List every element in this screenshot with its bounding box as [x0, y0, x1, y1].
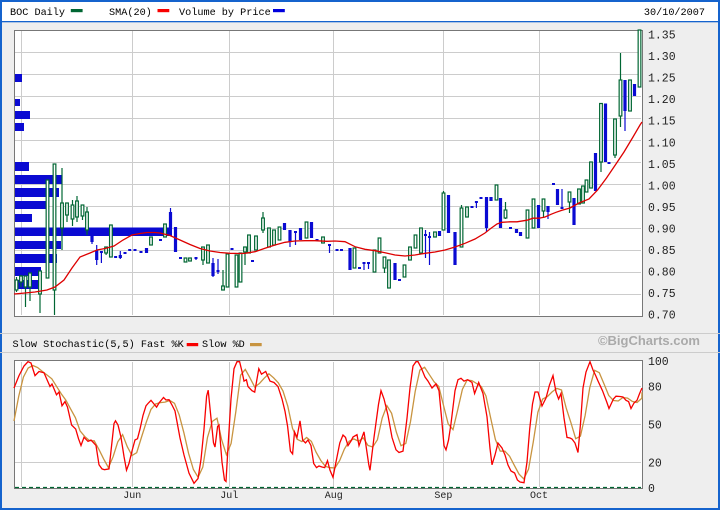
svg-text:SMA(20): SMA(20)	[109, 7, 152, 19]
svg-text:50: 50	[648, 420, 662, 433]
svg-text:0.95: 0.95	[648, 202, 676, 215]
svg-text:1.35: 1.35	[648, 30, 676, 43]
svg-text:1.00: 1.00	[648, 180, 676, 193]
svg-text:Slow %D: Slow %D	[202, 339, 245, 351]
svg-text:1.25: 1.25	[648, 73, 676, 86]
svg-text:Oct: Oct	[530, 491, 548, 502]
svg-text:Jun: Jun	[123, 491, 141, 502]
svg-text:BOC Daily: BOC Daily	[10, 7, 65, 19]
svg-text:0.70: 0.70	[648, 310, 676, 323]
svg-text:Jul: Jul	[220, 490, 238, 502]
svg-text:1.15: 1.15	[648, 116, 676, 129]
svg-text:Volume by Price: Volume by Price	[179, 7, 271, 19]
svg-text:20: 20	[648, 458, 662, 471]
svg-text:1.30: 1.30	[648, 51, 676, 64]
svg-text:0: 0	[648, 483, 655, 496]
svg-text:0.75: 0.75	[648, 288, 676, 301]
svg-text:1.20: 1.20	[648, 94, 676, 107]
svg-text:0.90: 0.90	[648, 223, 676, 236]
svg-text:1.10: 1.10	[648, 137, 676, 150]
svg-text:100: 100	[648, 356, 669, 369]
svg-text:Sep: Sep	[434, 491, 452, 502]
svg-text:Aug: Aug	[325, 491, 343, 502]
svg-text:Slow Stochastic(5,5) Fast %K: Slow Stochastic(5,5) Fast %K	[13, 339, 185, 351]
svg-text:80: 80	[648, 381, 662, 394]
svg-text:1.05: 1.05	[648, 159, 676, 172]
svg-text:30/10/2007: 30/10/2007	[644, 7, 705, 19]
svg-text:0.80: 0.80	[648, 267, 676, 280]
svg-text:©BigCharts.com: ©BigCharts.com	[598, 333, 700, 348]
svg-text:0.85: 0.85	[648, 245, 676, 258]
